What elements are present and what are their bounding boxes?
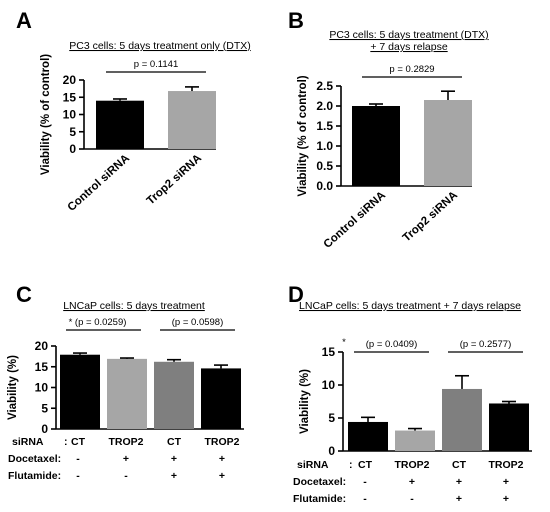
y-tick-label: 5 bbox=[69, 125, 76, 139]
y-tick-label: 10 bbox=[322, 378, 336, 392]
y-tick-label: 2.0 bbox=[316, 99, 333, 113]
table-cell: CT bbox=[452, 459, 467, 471]
table-cell: + bbox=[503, 493, 509, 505]
bar bbox=[107, 358, 147, 429]
table-cell: - bbox=[410, 493, 414, 505]
table-cell: CT bbox=[167, 436, 182, 448]
panel-title: LNCaP cells: 5 days treatment + 7 days r… bbox=[299, 300, 521, 312]
p-value-label: p = 0.1141 bbox=[134, 59, 178, 70]
panel-B: B PC3 cells: 5 days treatment (DTX)+ 7 da… bbox=[288, 8, 489, 251]
y-tick-label: 15 bbox=[63, 90, 77, 104]
p-value-label: * (p = 0.0259) bbox=[69, 317, 127, 328]
panel-letter: C bbox=[16, 282, 32, 307]
bar bbox=[395, 430, 435, 451]
y-tick-label: 15 bbox=[35, 360, 49, 374]
table-row-label: siRNA bbox=[297, 459, 329, 471]
y-axis-label: Viability (%) bbox=[7, 355, 19, 420]
y-tick-label: 0 bbox=[69, 142, 76, 156]
table-row-separator: : bbox=[64, 436, 68, 448]
bar bbox=[201, 368, 241, 429]
table-cell: + bbox=[503, 476, 509, 488]
x-category-label: Control siRNA bbox=[66, 152, 132, 214]
table-cell: + bbox=[409, 476, 415, 488]
x-category-label: Trop2 siRNA bbox=[145, 152, 204, 207]
y-tick-label: 0.0 bbox=[316, 179, 333, 193]
y-axis-label: Viability (% of control) bbox=[297, 75, 309, 196]
bar bbox=[154, 361, 194, 429]
table-cell: + bbox=[219, 453, 225, 465]
x-category-label: Trop2 siRNA bbox=[401, 189, 460, 244]
p-value-label: (p = 0.0409) bbox=[366, 339, 418, 350]
table-cell: - bbox=[76, 470, 80, 482]
table-cell: - bbox=[363, 476, 367, 488]
x-category-label: Control siRNA bbox=[322, 189, 388, 251]
table-cell: - bbox=[124, 470, 128, 482]
y-tick-label: 20 bbox=[63, 73, 77, 87]
y-tick-label: 10 bbox=[35, 381, 49, 395]
bar bbox=[442, 388, 482, 451]
bar bbox=[168, 91, 216, 149]
bar bbox=[348, 421, 388, 451]
table-row-label: Flutamide: bbox=[293, 493, 346, 505]
panel-letter: B bbox=[288, 8, 304, 33]
panel-title-line: + 7 days relapse bbox=[370, 41, 448, 53]
panel-C: C LNCaP cells: 5 days treatment 0 5 10 15 20 Vi… bbox=[7, 282, 244, 482]
p-value-label: (p = 0.0598) bbox=[172, 317, 224, 328]
panel-letter: D bbox=[288, 282, 304, 307]
y-tick-label: 20 bbox=[35, 339, 49, 353]
table-row-label: Flutamide: bbox=[8, 470, 61, 482]
table-cell: + bbox=[219, 470, 225, 482]
bar bbox=[489, 403, 529, 451]
table-cell: TROP2 bbox=[204, 436, 239, 448]
table-cell: TROP2 bbox=[394, 459, 429, 471]
panel-title: PC3 cells: 5 days treatment only (DTX) bbox=[69, 40, 250, 52]
y-tick-label: 15 bbox=[322, 345, 336, 359]
table-cell: + bbox=[456, 493, 462, 505]
table-row-label: Docetaxel: bbox=[293, 476, 346, 488]
bar bbox=[424, 100, 472, 186]
panel-title-line: PC3 cells: 5 days treatment (DTX) bbox=[329, 29, 488, 41]
panel-A: A PC3 cells: 5 days treatment only (DTX) 0… bbox=[16, 8, 251, 214]
p-value-label: p = 0.2829 bbox=[389, 64, 434, 75]
panel-letter: A bbox=[16, 8, 32, 33]
table-cell: CT bbox=[71, 436, 86, 448]
table-cell: - bbox=[363, 493, 367, 505]
p-value-label: (p = 0.2577) bbox=[460, 339, 512, 350]
table-row-label: Docetaxel: bbox=[8, 453, 61, 465]
table-cell: TROP2 bbox=[108, 436, 143, 448]
significance-star: * bbox=[342, 337, 346, 348]
table-cell: TROP2 bbox=[488, 459, 523, 471]
y-axis-label: Viability (% of control) bbox=[40, 54, 52, 175]
bar bbox=[352, 106, 400, 186]
table-cell: CT bbox=[358, 459, 373, 471]
y-tick-label: 10 bbox=[63, 108, 77, 122]
bar bbox=[96, 100, 144, 149]
y-tick-label: 0 bbox=[41, 422, 48, 436]
table-cell: + bbox=[456, 476, 462, 488]
panel-title: LNCaP cells: 5 days treatment bbox=[63, 300, 205, 312]
y-tick-label: 5 bbox=[328, 411, 335, 425]
table-cell: + bbox=[123, 453, 129, 465]
y-tick-label: 0.5 bbox=[316, 159, 333, 173]
table-cell: + bbox=[171, 453, 177, 465]
y-tick-label: 1.0 bbox=[316, 139, 333, 153]
table-cell: + bbox=[171, 470, 177, 482]
y-tick-label: 0 bbox=[328, 444, 335, 458]
bar bbox=[60, 354, 100, 429]
table-cell: - bbox=[76, 453, 80, 465]
y-tick-label: 5 bbox=[41, 401, 48, 415]
table-row-separator: : bbox=[349, 459, 353, 471]
y-tick-label: 2.5 bbox=[316, 79, 333, 93]
table-row-label: siRNA bbox=[12, 436, 44, 448]
y-axis-label: Viability (%) bbox=[299, 369, 311, 434]
y-tick-label: 1.5 bbox=[316, 119, 333, 133]
